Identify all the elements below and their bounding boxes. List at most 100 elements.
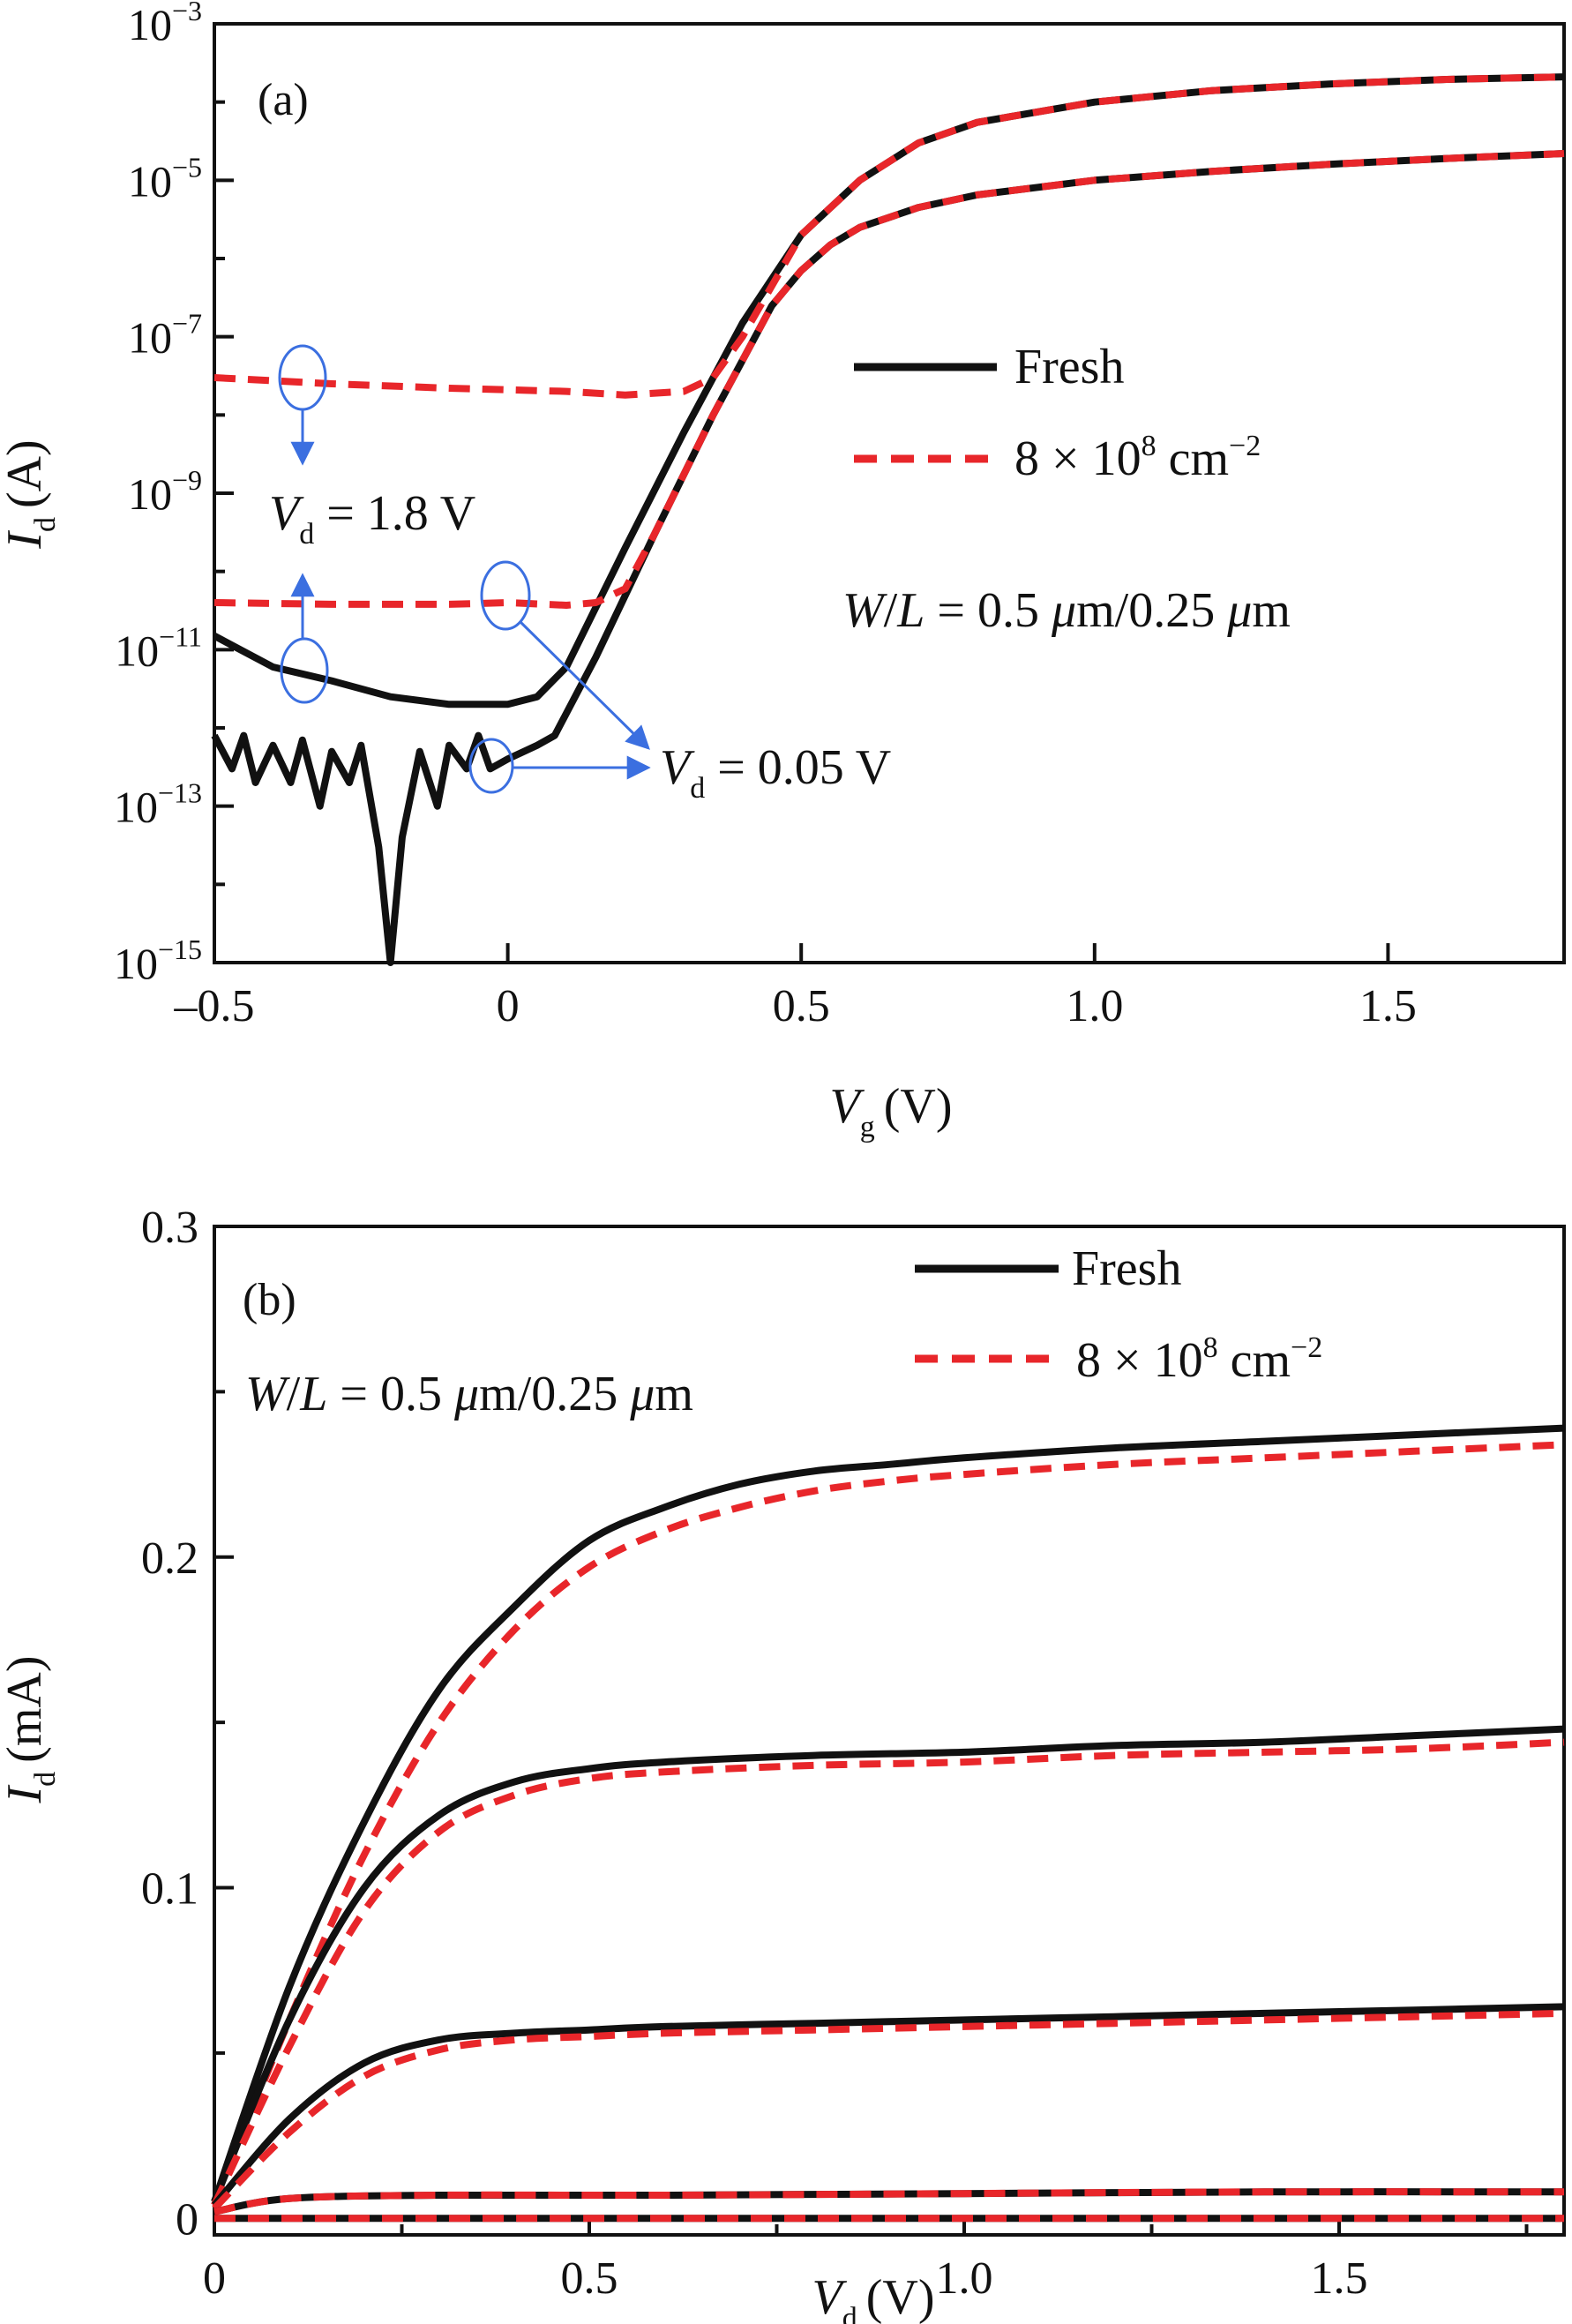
panel-a-ticks <box>213 22 1390 964</box>
x-tick-label: 1.5 <box>1359 981 1417 1031</box>
panel-a-tick-labels: –0.5 0 0.5 1.0 1.510−1510−1310−1110−910−710−… <box>114 0 1417 1031</box>
legend-irradiated-sup: 8 <box>1203 1331 1218 1364</box>
wl-mu1: μ <box>453 1367 479 1421</box>
series-irradiated-line <box>213 73 1565 399</box>
panel-a-legend: Fresh 8 × 108 cm−2 <box>854 340 1261 486</box>
wl-slash: / <box>884 583 898 638</box>
y-tick-base: 10 <box>128 156 172 206</box>
panel-b-xlabel-unit: (V) <box>866 2270 935 2324</box>
vd-high-value: = 1.8 V <box>314 486 475 541</box>
wl-mu2: μ <box>1226 583 1252 638</box>
y-tick-exp: −9 <box>172 464 202 496</box>
x-tick-label: –0.5 <box>174 981 255 1031</box>
y-tick-label: 0.1 <box>141 1864 198 1915</box>
vd-high-annotation: Vd = 1.8 V <box>269 486 475 551</box>
wl-rest: = 0.5 <box>327 1367 454 1421</box>
y-tick-label: 10−9 <box>128 464 202 519</box>
series-irradiated-line <box>211 1441 1565 2207</box>
panel-b-legend: Fresh 8 × 108 cm−2 <box>915 1241 1322 1388</box>
y-tick-base: 10 <box>128 0 172 49</box>
callout-circle-left <box>280 637 329 704</box>
y-tick-exp: −13 <box>158 777 202 809</box>
x-tick-label: 1.0 <box>936 2253 993 2304</box>
series-fresh-line <box>211 1725 1565 2204</box>
panel-a-xlabel-sub: g <box>860 1111 875 1143</box>
wl-mid: m/0.25 <box>479 1367 630 1421</box>
callout-circle-top <box>278 344 327 411</box>
panel-a: –0.5 0 0.5 1.0 1.510−1510−1310−1110−910−710−… <box>0 0 1566 1143</box>
y-tick-label: 0.2 <box>141 1533 198 1584</box>
panel-a-ylabel-unit: (A) <box>0 439 52 508</box>
legend-fresh-label: Fresh <box>1014 340 1124 394</box>
y-tick-base: 10 <box>128 469 172 519</box>
series-fresh-line <box>211 1424 1565 2203</box>
panel-a-xlabel: Vg (V) <box>830 1079 953 1143</box>
wl-w: W <box>842 583 887 638</box>
panel-b-ylabel: Id (mA) <box>0 1656 62 1804</box>
x-tick-label: 1.0 <box>1066 981 1123 1031</box>
panel-b-wl-annotation: W/L = 0.5 μm/0.25 μm <box>245 1367 693 1421</box>
series-fresh-line <box>211 2003 1565 2208</box>
y-tick-exp: −11 <box>159 620 202 652</box>
legend-irradiated-label: 8 × 108 cm−2 <box>1076 1331 1322 1388</box>
wl-l: L <box>896 583 924 638</box>
y-tick-label: 10−11 <box>115 620 202 675</box>
panel-b: 0 0.5 1.0 1.5 0 0.1 0.2 0.3 (b) Vd (V) Id (mA) Fr… <box>0 1203 1566 2324</box>
vd-low-symbol: V <box>660 740 695 795</box>
vd-low-sub: d <box>690 772 705 805</box>
callout-arrow-diag <box>519 620 650 750</box>
series-irradiated-line <box>212 2009 1565 2211</box>
panel-b-series <box>211 1424 1565 2223</box>
y-tick-exp: −5 <box>172 151 202 183</box>
series-irradiated-line <box>213 150 1565 609</box>
wl-mid: m/0.25 <box>1076 583 1227 638</box>
vd-low-annotation: Vd = 0.05 V <box>660 740 891 805</box>
legend-irradiated-main: 8 × 10 <box>1076 1333 1203 1388</box>
y-tick-exp: −7 <box>172 308 202 340</box>
vd-high-sub: d <box>299 518 314 551</box>
panel-a-xlabel-unit: (V) <box>884 1079 953 1134</box>
series-irradiated-line <box>213 2188 1565 2215</box>
y-tick-exp: −3 <box>172 0 202 26</box>
panel-a-ylabel-symbol: I <box>0 530 52 550</box>
legend-irradiated-tail: cm <box>1218 1333 1291 1388</box>
panel-b-ylabel-sub: d <box>29 1772 62 1787</box>
panel-a-label: (a) <box>258 75 309 125</box>
x-tick-label: 0.5 <box>773 981 830 1031</box>
wl-end: m <box>1252 583 1291 638</box>
series-irradiated-line <box>211 1738 1565 2208</box>
callout-circle-bottom <box>468 738 514 794</box>
legend-irradiated-tail-sup: −2 <box>1291 1331 1322 1364</box>
y-tick-base: 10 <box>115 626 159 675</box>
panel-b-tick-labels: 0 0.5 1.0 1.5 0 0.1 0.2 0.3 <box>141 1203 1368 2304</box>
x-tick-label: 0.5 <box>561 2253 618 2304</box>
legend-irradiated-sup: 8 <box>1142 430 1157 462</box>
callout-circle-mid <box>480 560 531 631</box>
wl-l: L <box>299 1367 327 1421</box>
y-tick-label: 10−3 <box>128 0 202 49</box>
legend-irradiated-main: 8 × 10 <box>1014 431 1142 486</box>
y-tick-base: 10 <box>128 313 172 363</box>
x-tick-label: 1.5 <box>1311 2253 1368 2304</box>
panel-b-xlabel: Vd (V) <box>812 2270 935 2324</box>
y-tick-base: 10 <box>114 939 158 988</box>
wl-mu1: μ <box>1051 583 1076 638</box>
panel-a-ylabel: Id (A) <box>0 439 62 549</box>
y-tick-label: 10−7 <box>128 308 202 363</box>
wl-slash: / <box>287 1367 301 1421</box>
legend-irradiated-tail: cm <box>1157 431 1229 486</box>
y-tick-label: 0.3 <box>141 1203 198 1253</box>
panel-b-ylabel-symbol: I <box>0 1784 52 1803</box>
y-tick-label: 10−15 <box>114 933 202 988</box>
panel-a-callouts <box>278 344 651 794</box>
legend-irradiated-tail-sup: −2 <box>1229 430 1261 462</box>
panel-a-wl-annotation: W/L = 0.5 μm/0.25 μm <box>842 583 1291 638</box>
vd-low-value: = 0.05 V <box>705 740 891 795</box>
panel-b-xlabel-sub: d <box>842 2302 857 2324</box>
wl-rest: = 0.5 <box>924 583 1052 638</box>
series-fresh-line <box>213 73 1565 708</box>
y-tick-label: 0 <box>176 2194 198 2245</box>
wl-mu2: μ <box>629 1367 655 1421</box>
legend-fresh-label: Fresh <box>1072 1241 1181 1296</box>
panel-a-ylabel-sub: d <box>29 517 62 532</box>
